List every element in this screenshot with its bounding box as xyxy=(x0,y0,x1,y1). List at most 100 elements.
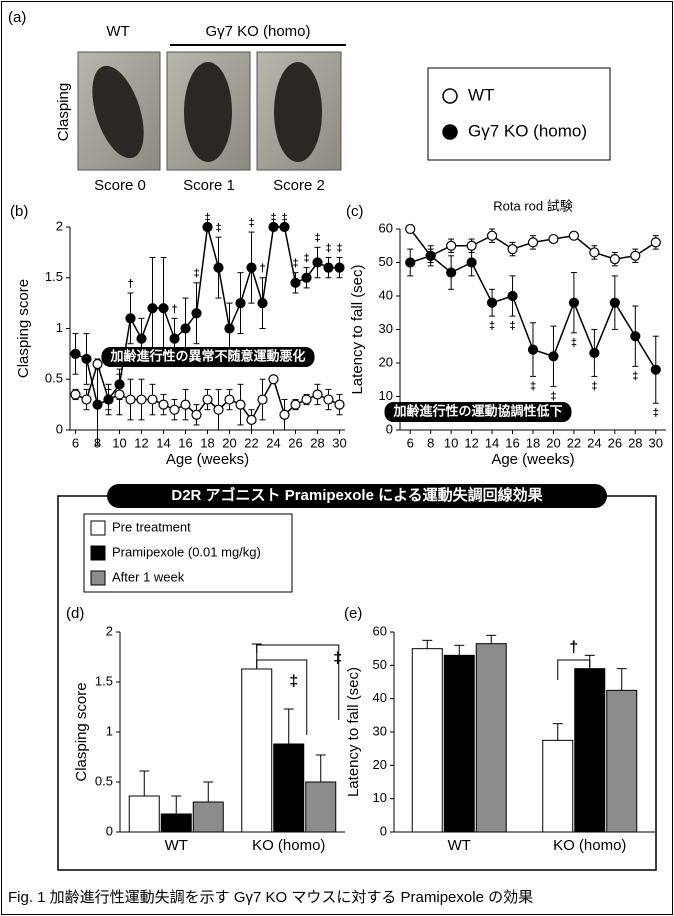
point xyxy=(569,231,578,240)
point xyxy=(236,299,245,308)
x-tick-label: 28 xyxy=(310,435,324,450)
callout: 加齢進行性の運動協調性低下 xyxy=(392,403,562,418)
point xyxy=(280,410,289,419)
caption: Fig. 1 加齢進行性運動失調を示す Gγ7 KO マウスに対する Prami… xyxy=(8,889,533,906)
x-tick-label: 18 xyxy=(200,435,214,450)
mouse xyxy=(184,62,232,162)
chart-title: Rota rod 試験 xyxy=(493,198,572,213)
significance: ‡ xyxy=(314,232,320,244)
significance: ‡ xyxy=(289,673,298,690)
y-tick-label: 40 xyxy=(379,287,393,302)
x-tick-label: 26 xyxy=(608,435,622,450)
significance: † xyxy=(569,639,578,656)
y-tick-label: 50 xyxy=(373,657,387,672)
bar xyxy=(543,740,573,832)
point xyxy=(214,405,223,414)
point xyxy=(269,375,278,384)
point xyxy=(247,263,256,272)
point xyxy=(258,299,267,308)
mouse xyxy=(274,62,322,162)
point xyxy=(203,395,212,404)
point xyxy=(590,348,599,357)
y-axis-label: Clasping score xyxy=(73,682,90,781)
x-tick-label: 12 xyxy=(464,435,478,450)
x-axis-label: Age (weeks) xyxy=(491,451,574,468)
panel-label: (c) xyxy=(346,203,364,220)
y-tick-label: 40 xyxy=(373,690,387,705)
point xyxy=(225,395,234,404)
significance: ‡ xyxy=(591,380,597,392)
point xyxy=(214,263,223,272)
point xyxy=(447,268,456,277)
significance: ‡ xyxy=(550,390,556,402)
y-tick-label: 20 xyxy=(379,354,393,369)
point xyxy=(313,390,322,399)
x-tick-label: WT xyxy=(448,837,471,854)
x-tick-label: 8 xyxy=(427,435,434,450)
x-tick-label: 6 xyxy=(72,435,79,450)
y-tick-label: 1 xyxy=(56,320,63,335)
x-tick-label: 6 xyxy=(407,435,414,450)
y-axis-label: Latency to fall (sec) xyxy=(345,667,362,797)
legend-swatch xyxy=(91,571,105,585)
legend-marker xyxy=(443,125,457,139)
y-tick-label: 20 xyxy=(373,757,387,772)
point xyxy=(508,245,517,254)
y-tick-label: 1.5 xyxy=(95,673,113,688)
inset-title: D2R アゴニスト Pramipexole による運動失調回線効果 xyxy=(171,486,543,504)
y-tick-label: 0 xyxy=(380,823,387,838)
y-tick-label: 1 xyxy=(106,723,113,738)
point xyxy=(181,400,190,409)
point xyxy=(148,395,157,404)
significance: † xyxy=(259,263,265,275)
y-tick-label: 30 xyxy=(373,723,387,738)
point xyxy=(488,298,497,307)
point xyxy=(610,298,619,307)
point xyxy=(181,324,190,333)
significance: ‡ xyxy=(325,242,331,254)
y-tick-label: 0 xyxy=(386,421,393,436)
row-label: Clasping xyxy=(55,83,72,141)
x-tick-label: 22 xyxy=(244,435,258,450)
series-line xyxy=(76,227,340,405)
point xyxy=(529,238,538,247)
x-tick-label: KO (homo) xyxy=(553,837,626,854)
point xyxy=(406,258,415,267)
legend-label: After 1 week xyxy=(112,569,185,584)
x-tick-label: 20 xyxy=(546,435,560,450)
significance: ‡ xyxy=(333,650,342,667)
significance: ‡ xyxy=(336,242,342,254)
x-tick-label: 16 xyxy=(178,435,192,450)
legend-label: Pre treatment xyxy=(112,519,191,534)
x-tick-label: 14 xyxy=(485,435,499,450)
point xyxy=(335,263,344,272)
point xyxy=(236,400,245,409)
y-tick-label: 60 xyxy=(373,623,387,638)
point xyxy=(71,349,80,358)
y-tick-label: 0 xyxy=(56,421,63,436)
point xyxy=(529,345,538,354)
point xyxy=(291,278,300,287)
point xyxy=(126,314,135,323)
x-tick-label: 16 xyxy=(505,435,519,450)
bar xyxy=(306,782,336,832)
significance: ‡ xyxy=(215,222,221,234)
point xyxy=(447,241,456,250)
point xyxy=(549,235,558,244)
point xyxy=(651,365,660,374)
point xyxy=(569,298,578,307)
legend-swatch xyxy=(91,546,105,560)
figure: (a) WT Gγ7 KO (homo) Clasping Score 0 Sc… xyxy=(0,0,674,916)
legend-label: Gγ7 KO (homo) xyxy=(468,121,587,140)
x-tick-label: 24 xyxy=(587,435,601,450)
y-tick-label: 2 xyxy=(56,218,63,233)
bar xyxy=(274,744,304,832)
significance: ‡ xyxy=(653,407,659,419)
panel-label: (d) xyxy=(66,605,84,622)
bar xyxy=(161,814,191,832)
point xyxy=(549,352,558,361)
bar xyxy=(476,644,506,832)
legend-swatch xyxy=(91,521,105,535)
x-tick-label: 10 xyxy=(444,435,458,450)
point xyxy=(71,390,80,399)
